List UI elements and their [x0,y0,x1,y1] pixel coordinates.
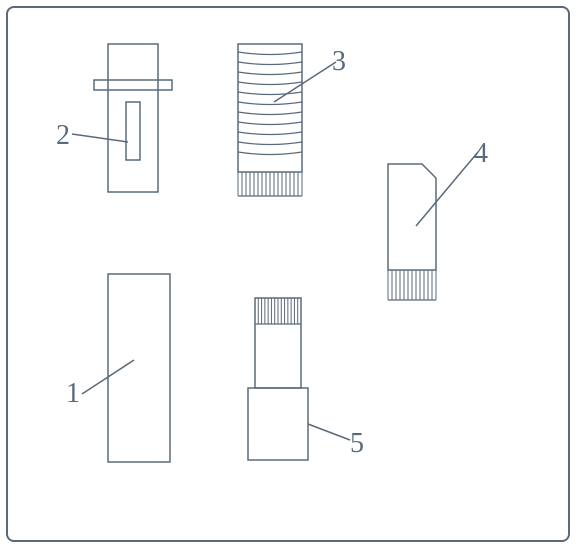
leader-5 [0,0,578,550]
